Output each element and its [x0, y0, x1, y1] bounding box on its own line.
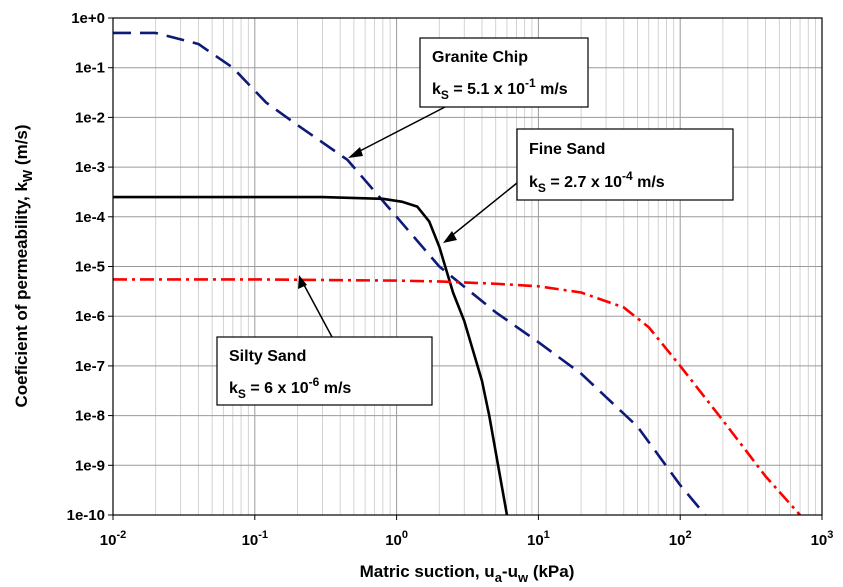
x-axis-title: Matric suction, ua-uw (kPa)	[360, 562, 575, 585]
annotation: Silty Sand kS = 6 x 10-6 m/s	[216, 275, 433, 406]
annotation: Granite Chip kS = 5.1 x 10-1 m/s	[348, 37, 589, 158]
y-tick-label: 1e-5	[75, 259, 105, 276]
x-axis-title-sub: a	[495, 570, 503, 585]
arrow-head	[443, 231, 457, 243]
ks-part: m/s	[633, 174, 665, 191]
y-tick-label: 1e-1	[75, 60, 105, 77]
y-axis-title-sub: W	[20, 169, 35, 182]
ks-part: k	[229, 380, 238, 397]
ks-part: = 6 x 10	[246, 380, 309, 397]
ks-sub: S	[441, 88, 449, 102]
y-tick-label: 1e-6	[75, 308, 105, 325]
y-axis-title-part: (m/s)	[12, 124, 31, 169]
annotation-title: Granite Chip	[432, 49, 528, 66]
annotation-title: Fine Sand	[529, 141, 605, 158]
ks-part: m/s	[319, 380, 351, 397]
x-tick-label: 103	[811, 529, 834, 549]
y-tick-label: 1e-9	[75, 457, 105, 474]
ks-part: k	[529, 174, 538, 191]
y-tick-label: 1e-4	[75, 209, 106, 226]
ks-sup: -4	[622, 169, 633, 183]
x-tick-label: 102	[669, 529, 692, 549]
arrow	[355, 106, 446, 154]
x-tick-label: 10-2	[100, 529, 126, 549]
x-axis-title-part: -u	[502, 562, 518, 581]
series-line	[113, 278, 802, 515]
annotation-box	[516, 128, 734, 201]
annotation: Fine Sand kS = 2.7 x 10-4 m/s	[443, 128, 734, 243]
y-tick-label: 1e-8	[75, 408, 105, 425]
annotation-title: Silty Sand	[229, 348, 306, 365]
arrow-head	[298, 275, 307, 289]
y-tick-label: 1e-10	[67, 507, 105, 524]
ks-sub: S	[538, 181, 546, 195]
x-axis-title-part: (kPa)	[528, 562, 574, 581]
y-tick-label: 1e-2	[75, 109, 105, 126]
ks-sup: -6	[309, 375, 320, 389]
series-line	[113, 31, 707, 515]
annotation-ks: kS = 5.1 x 10-1 m/s	[432, 76, 568, 102]
arrow-head	[348, 147, 363, 158]
arrow	[302, 282, 333, 338]
ks-part: = 5.1 x 10	[449, 81, 525, 98]
y-axis-title: Coeficient of permeability, kW (m/s)	[12, 124, 35, 407]
annotation-box	[419, 37, 589, 108]
annotation-box	[216, 336, 433, 406]
x-tick-label: 101	[527, 529, 550, 549]
ks-sup: -1	[525, 76, 536, 90]
x-axis-title-sub: w	[517, 570, 529, 585]
annotation-ks: kS = 2.7 x 10-4 m/s	[529, 169, 665, 195]
ks-part: = 2.7 x 10	[546, 174, 622, 191]
series-lines	[113, 31, 802, 515]
x-axis-title-part: Matric suction, u	[360, 562, 495, 581]
arrow	[449, 182, 518, 238]
x-tick-label: 10-1	[242, 529, 268, 549]
ks-part: k	[432, 81, 441, 98]
series-line	[113, 195, 509, 515]
annotation-ks: kS = 6 x 10-6 m/s	[229, 375, 351, 401]
y-tick-label: 1e+0	[71, 10, 105, 27]
y-tick-label: 1e-7	[75, 358, 105, 375]
ks-sub: S	[238, 387, 246, 401]
ticks: 10-2 10-1 100 101 102 103 1e-10 1e-9 1e-8 1e-7 1e-…	[67, 10, 834, 549]
x-tick-label: 100	[385, 529, 408, 549]
ks-part: m/s	[536, 81, 568, 98]
y-tick-label: 1e-3	[75, 159, 105, 176]
y-axis-title-part: Coeficient of permeability, k	[12, 182, 31, 408]
